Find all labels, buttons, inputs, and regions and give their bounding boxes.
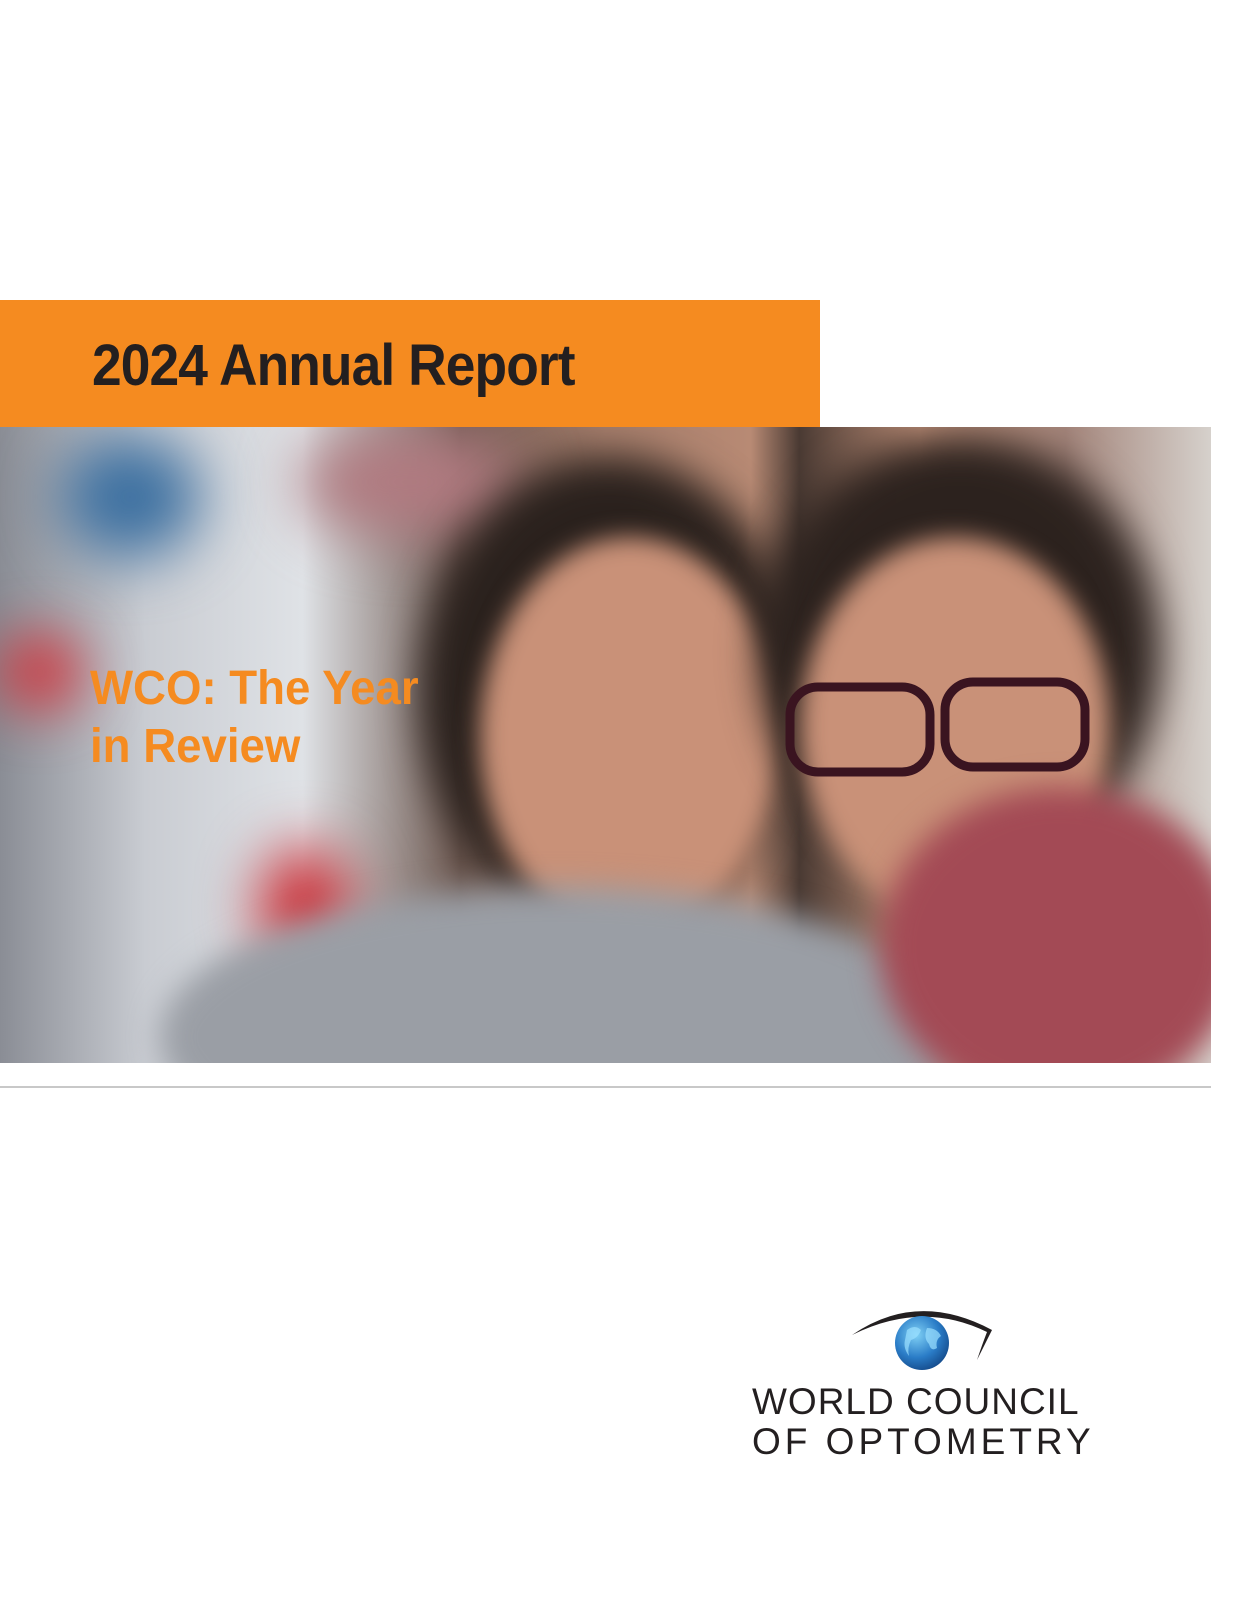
logo-line-2: OF OPTOMETRY bbox=[752, 1421, 1095, 1462]
cover-photo bbox=[0, 427, 1211, 1063]
eye-globe-icon bbox=[852, 1311, 992, 1370]
report-title: 2024 Annual Report bbox=[92, 333, 576, 398]
wco-logo: WORLD COUNCIL OF OPTOMETRY bbox=[752, 1300, 1122, 1470]
title-banner: 2024 Annual Report bbox=[0, 300, 820, 427]
divider bbox=[0, 1086, 1211, 1088]
subtitle: WCO: The Year in Review bbox=[90, 660, 419, 776]
logo-line-1: WORLD COUNCIL bbox=[752, 1381, 1080, 1422]
glasses-shape bbox=[785, 677, 1090, 777]
subtitle-line-1: WCO: The Year bbox=[90, 662, 419, 715]
logo-text: WORLD COUNCIL OF OPTOMETRY bbox=[752, 1382, 1095, 1462]
subtitle-line-2: in Review bbox=[90, 720, 301, 773]
